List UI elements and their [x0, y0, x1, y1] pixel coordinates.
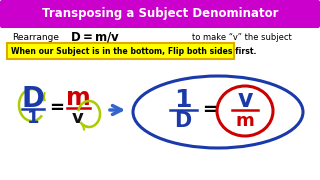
- Text: m: m: [66, 86, 90, 110]
- Text: $\mathbf{D = m/v}$: $\mathbf{D = m/v}$: [70, 30, 120, 44]
- FancyBboxPatch shape: [0, 0, 320, 28]
- Text: to make “v” the subject: to make “v” the subject: [192, 33, 292, 42]
- Text: Transposing a Subject Denominator: Transposing a Subject Denominator: [42, 8, 278, 21]
- Text: D: D: [21, 85, 44, 113]
- Text: Rearrange: Rearrange: [12, 33, 59, 42]
- Text: D: D: [174, 111, 192, 131]
- Text: When our Subject is in the bottom, Flip both sides first.: When our Subject is in the bottom, Flip …: [11, 46, 257, 55]
- Text: v: v: [72, 109, 84, 127]
- Text: m: m: [236, 112, 254, 130]
- Text: 1: 1: [174, 88, 192, 112]
- Text: v: v: [237, 88, 253, 112]
- Text: =: =: [50, 99, 65, 117]
- Text: =: =: [203, 101, 218, 119]
- Ellipse shape: [217, 86, 273, 136]
- Ellipse shape: [133, 76, 303, 148]
- Text: 1: 1: [27, 109, 39, 127]
- FancyBboxPatch shape: [7, 43, 234, 59]
